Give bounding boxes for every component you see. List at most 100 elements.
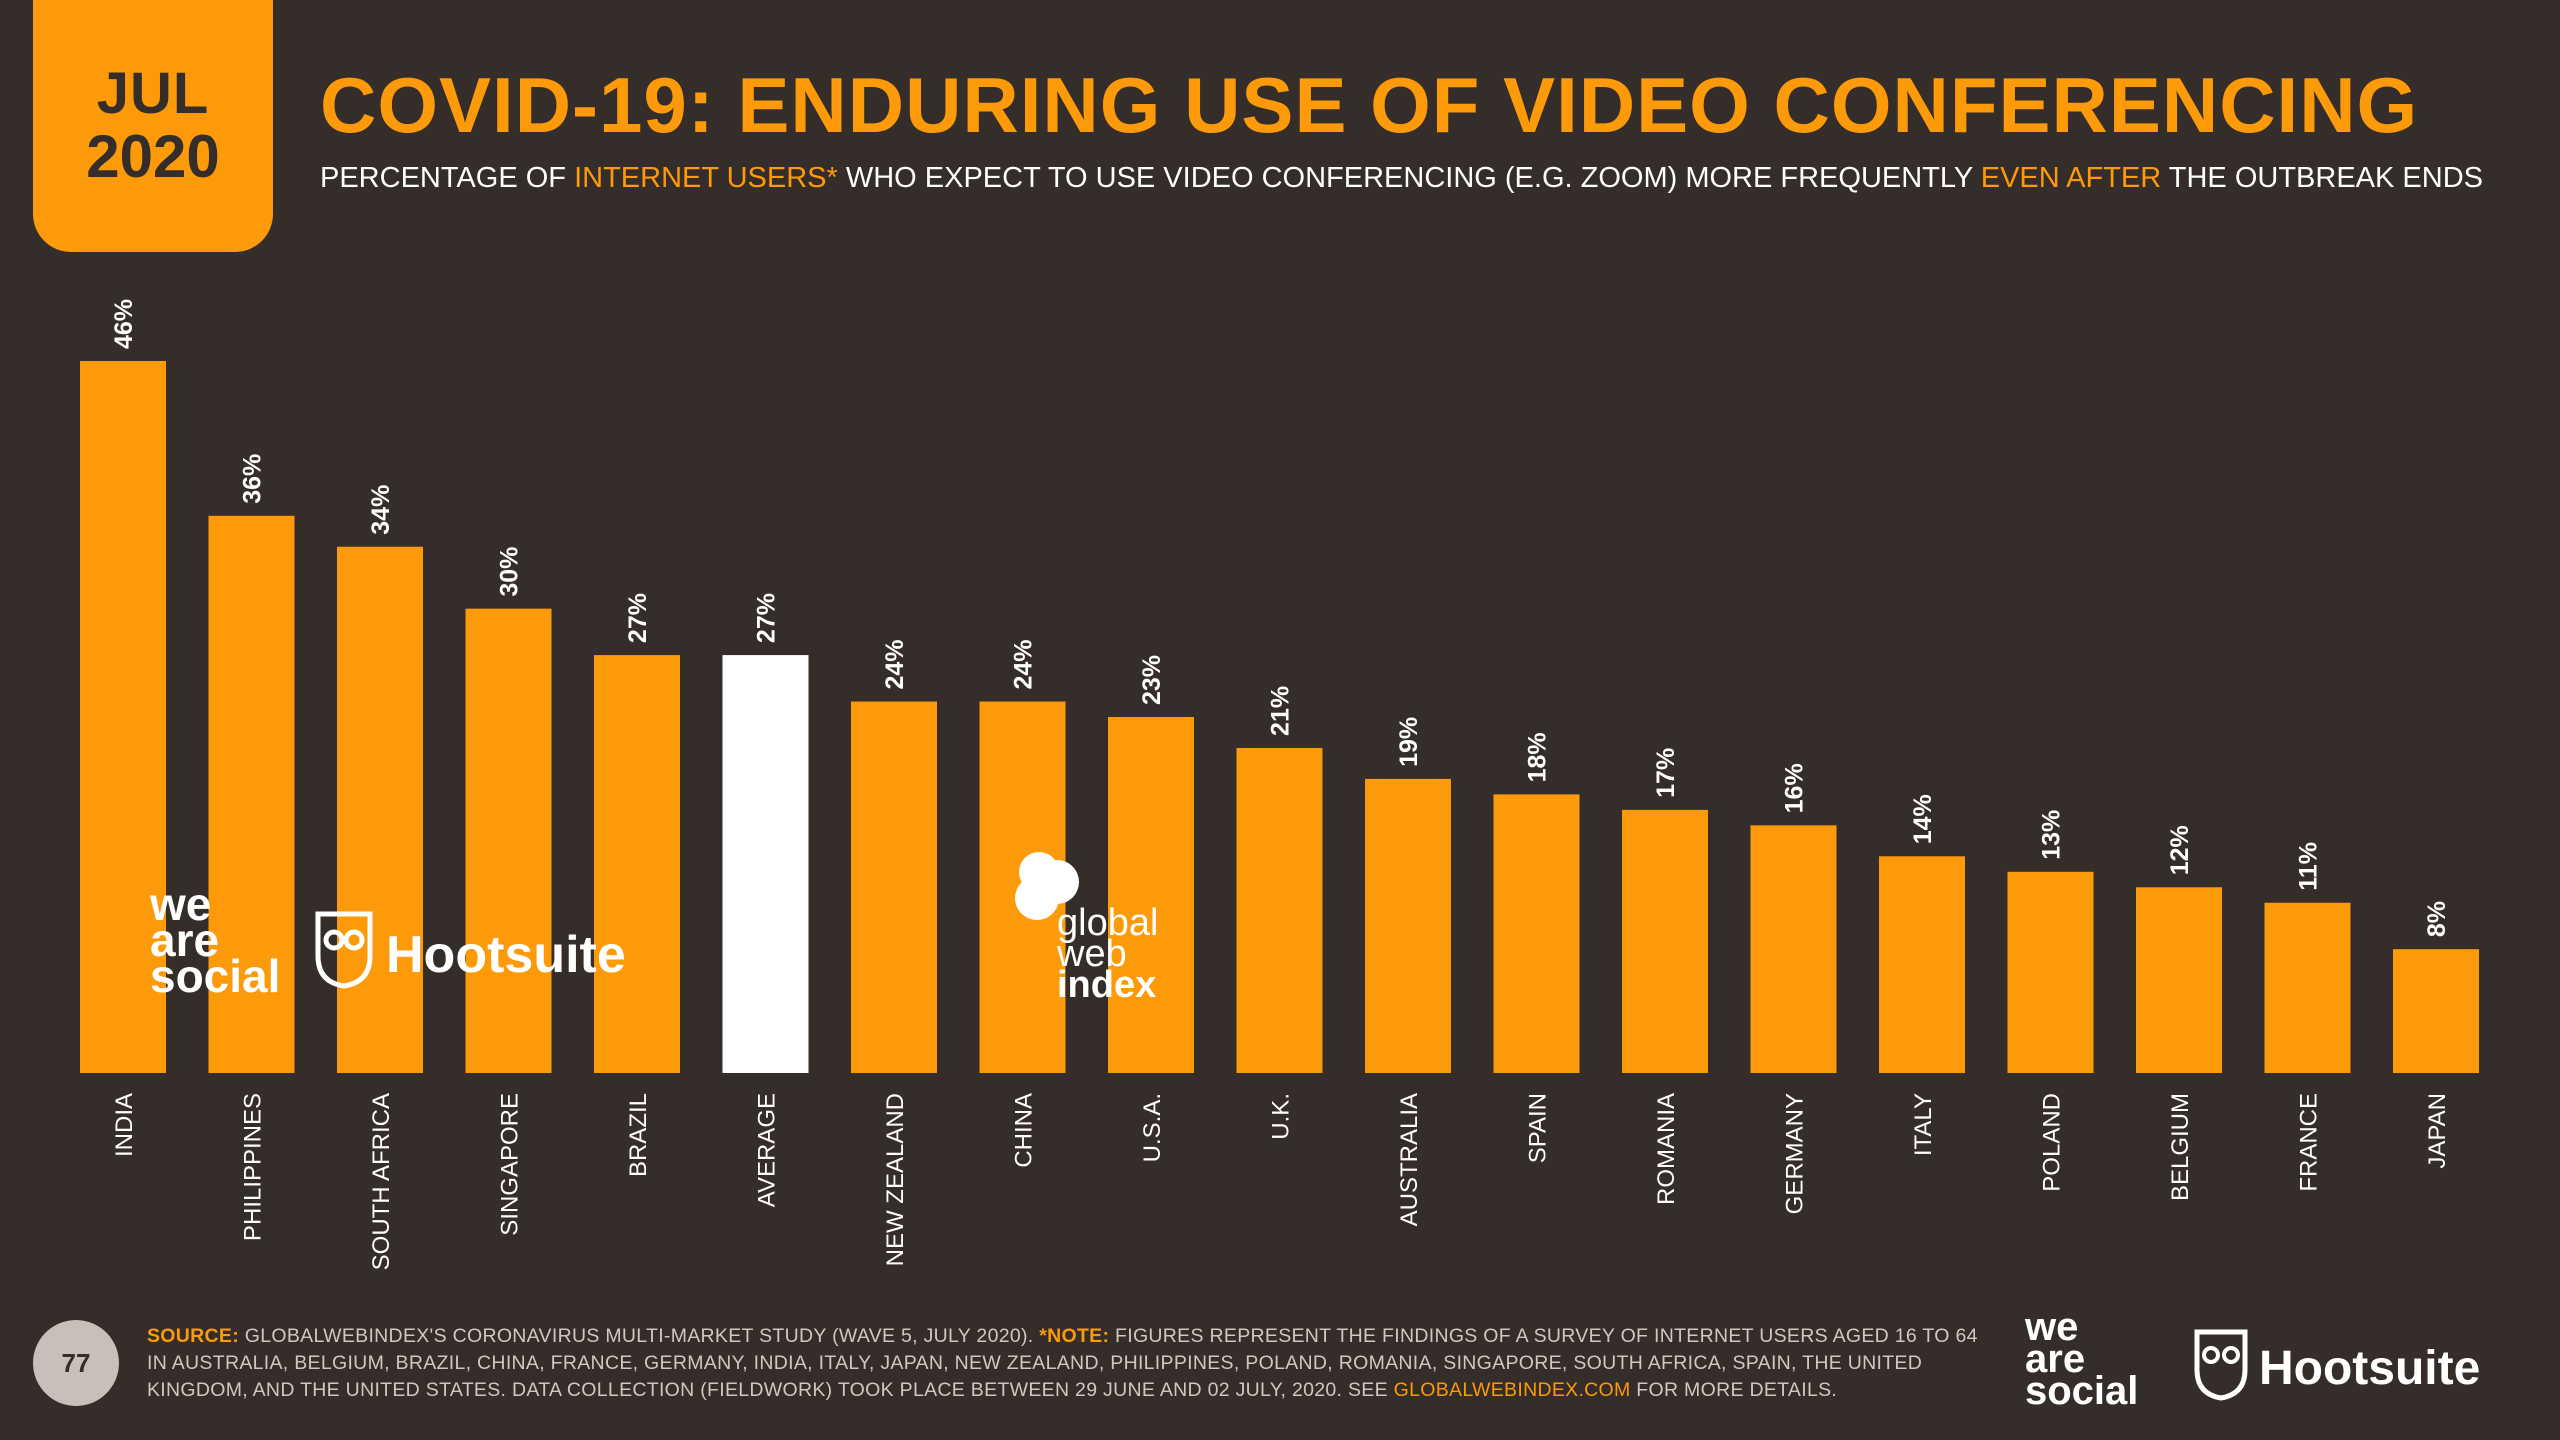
bar-poland — [2007, 871, 2094, 1073]
category-label: GERMANY — [1782, 1093, 1809, 1214]
footer-source: SOURCE: GLOBALWEBINDEX'S CORONAVIRUS MUL… — [147, 1323, 1987, 1404]
category-label: POLAND — [2039, 1093, 2066, 1192]
owl-icon — [315, 911, 373, 989]
date-month: JUL — [96, 61, 210, 127]
owl-icon — [2194, 1329, 2248, 1401]
bar-australia — [1365, 778, 1451, 1073]
logo-word: social — [2025, 1369, 2138, 1413]
value-label: 14% — [1909, 794, 1937, 844]
subtitle-part: WHO EXPECT TO USE VIDEO CONFERENCING (E.… — [837, 162, 1981, 194]
value-label: 19% — [1395, 717, 1423, 767]
subtitle-part: THE OUTBREAK ENDS — [2161, 162, 2483, 194]
source-label: SOURCE: — [147, 1325, 240, 1347]
category-label: AUSTRALIA — [1396, 1093, 1423, 1226]
footer-tail: FOR MORE DETAILS. — [1630, 1379, 1838, 1401]
category-label: FRANCE — [2296, 1093, 2323, 1192]
globalwebindex-logo: global web index — [1015, 852, 1158, 1006]
value-label: 30% — [496, 547, 524, 597]
gwi-cloud-icon — [1015, 876, 1059, 920]
value-label: 16% — [1781, 763, 1809, 813]
category-label: CHINA — [1011, 1093, 1038, 1168]
watermarks-group: we are social Hootsuite global web index — [149, 852, 1158, 1006]
bar-u-k- — [1236, 747, 1323, 1073]
bar-spain — [1493, 794, 1580, 1073]
logo-word: we — [149, 878, 211, 930]
gwi-word: web — [1056, 933, 1127, 975]
bar-chart: 46% INDIA 36% PHILIPPINES 34% SOUTH AFRICA 30%… — [80, 299, 2479, 1270]
footer-logos: we are social Hootsuite — [2024, 1310, 2480, 1413]
category-label: SINGAPORE — [497, 1093, 524, 1236]
bar-japan — [2393, 949, 2479, 1073]
value-label: 8% — [2423, 901, 2451, 937]
value-label: 27% — [753, 593, 781, 643]
bar-south-africa — [337, 546, 423, 1073]
bars-group: 46% INDIA 36% PHILIPPINES 34% SOUTH AFRICA 30%… — [80, 299, 2479, 1270]
we-are-social-footer-logo: we are social — [2024, 1310, 2138, 1413]
category-label: BRAZIL — [625, 1093, 652, 1177]
category-label: BELGIUM — [2167, 1093, 2194, 1201]
bar-italy — [1879, 856, 1965, 1073]
value-label: 17% — [1652, 748, 1680, 798]
logo-word: we — [2024, 1310, 2078, 1349]
logo-word: are — [150, 914, 219, 966]
subtitle-highlight: INTERNET USERS* — [574, 162, 838, 194]
subtitle-part: PERCENTAGE OF — [320, 162, 575, 194]
bar-romania — [1622, 809, 1708, 1073]
bar-average — [722, 655, 809, 1073]
bar-brazil — [594, 655, 680, 1073]
page-subtitle: PERCENTAGE OF INTERNET USERS* WHO EXPECT… — [320, 162, 2483, 195]
gwi-word: index — [1057, 964, 1156, 1006]
bar-u-s-a- — [1108, 717, 1194, 1073]
category-label: U.K. — [1268, 1093, 1295, 1140]
category-label: ITALY — [1910, 1093, 1937, 1156]
bar-germany — [1750, 825, 1837, 1073]
category-label: NEW ZEALAND — [882, 1093, 909, 1266]
value-label: 18% — [1524, 732, 1552, 782]
category-label: INDIA — [111, 1093, 138, 1157]
bar-singapore — [465, 608, 552, 1073]
bar-philippines — [208, 515, 295, 1073]
category-label: PHILIPPINES — [240, 1093, 267, 1241]
value-label: 24% — [1010, 639, 1038, 689]
value-label: 12% — [2166, 825, 2194, 875]
hootsuite-wordmark: Hootsuite — [2259, 1342, 2480, 1395]
date-badge: JUL 2020 — [33, 0, 273, 252]
category-label: SOUTH AFRICA — [368, 1093, 395, 1270]
bar-new-zealand — [851, 701, 937, 1073]
value-label: 21% — [1267, 686, 1295, 736]
bar-india — [80, 361, 166, 1073]
bar-belgium — [2136, 887, 2222, 1073]
logo-word: are — [2025, 1337, 2085, 1381]
category-label: ROMANIA — [1653, 1093, 1680, 1205]
value-label: 23% — [1138, 655, 1166, 705]
value-label: 11% — [2295, 842, 2323, 891]
category-label: SPAIN — [1525, 1093, 1552, 1163]
value-label: 46% — [110, 299, 138, 349]
note-label: *NOTE: — [1039, 1325, 1110, 1347]
date-year: 2020 — [86, 122, 220, 190]
owl-eye-icon — [343, 929, 365, 951]
note-text: FIGURES REPRESENT THE FINDINGS OF A SURV… — [147, 1325, 1978, 1401]
hootsuite-footer-logo: Hootsuite — [2194, 1329, 2480, 1401]
category-label: JAPAN — [2424, 1093, 2451, 1169]
owl-eye-icon — [323, 929, 345, 951]
we-are-social-logo: we are social — [149, 878, 280, 1002]
page-number: 77 — [33, 1320, 119, 1406]
logo-word: social — [150, 950, 280, 1002]
hootsuite-logo: Hootsuite — [315, 911, 626, 989]
value-label: 27% — [624, 593, 652, 643]
hootsuite-wordmark: Hootsuite — [386, 926, 626, 984]
category-label: U.S.A. — [1139, 1093, 1166, 1162]
gwi-word: global — [1057, 902, 1158, 944]
value-label: 36% — [239, 454, 267, 504]
page-title: COVID-19: ENDURING USE OF VIDEO CONFEREN… — [320, 61, 2419, 149]
value-label: 24% — [881, 639, 909, 689]
source-link[interactable]: GLOBALWEBINDEX.COM — [1393, 1379, 1631, 1401]
category-label: AVERAGE — [754, 1093, 781, 1207]
owl-eye-icon — [2202, 1346, 2220, 1364]
value-label: 34% — [367, 485, 395, 535]
bar-france — [2264, 902, 2351, 1073]
source-text: GLOBALWEBINDEX'S CORONAVIRUS MULTI-MARKE… — [239, 1325, 1040, 1347]
subtitle-highlight: EVEN AFTER — [1980, 162, 2162, 194]
value-label: 13% — [2038, 810, 2066, 860]
